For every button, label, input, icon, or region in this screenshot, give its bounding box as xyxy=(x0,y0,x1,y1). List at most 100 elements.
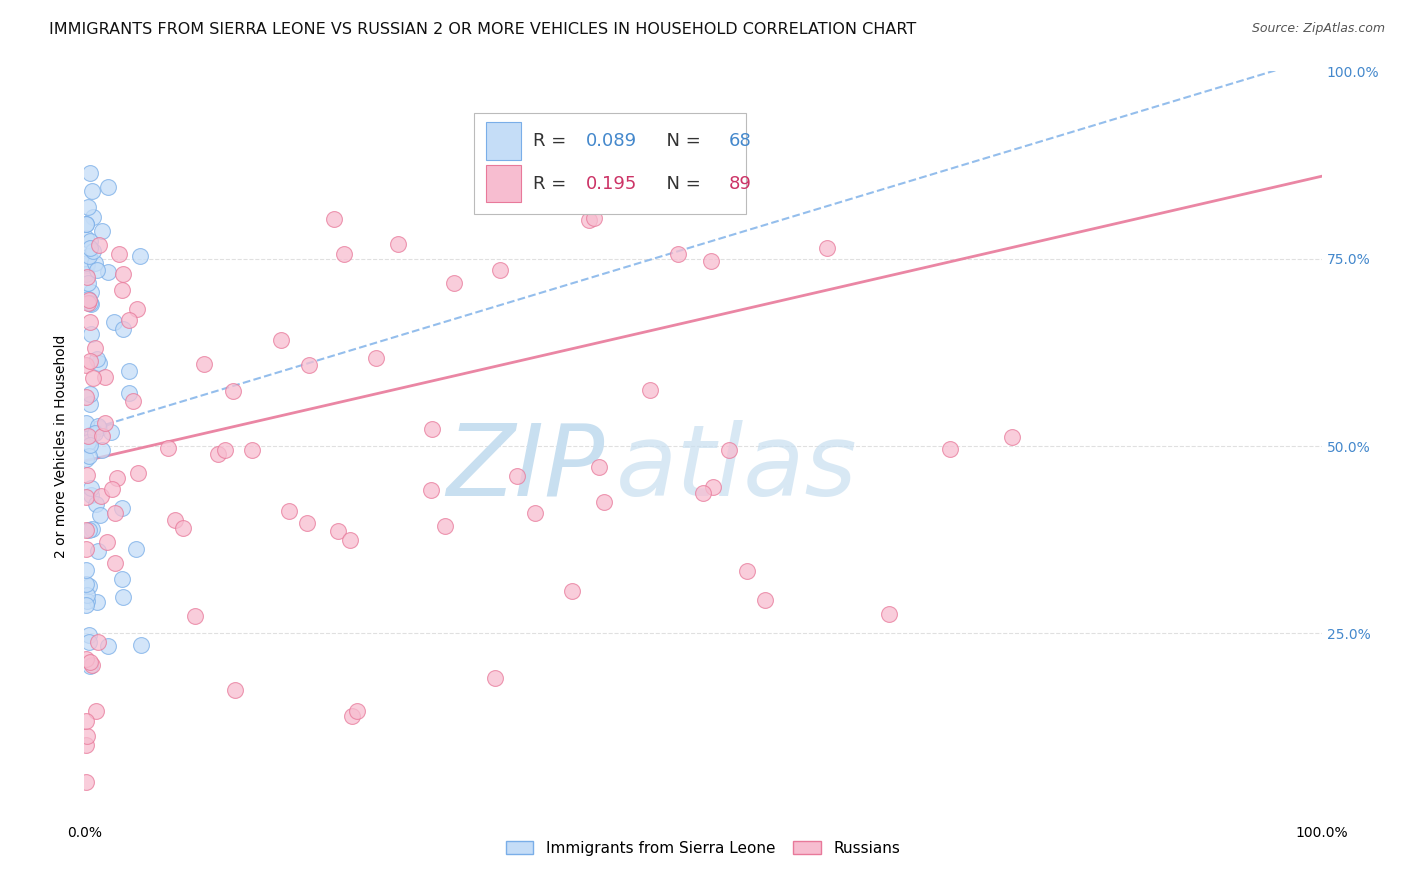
Point xyxy=(80,327,103,342)
Point xyxy=(79,659,101,673)
Point xyxy=(583,211,606,225)
Point xyxy=(112,591,135,605)
Point xyxy=(111,500,134,515)
Bar xyxy=(486,122,522,160)
Point xyxy=(91,224,114,238)
Point xyxy=(77,449,100,463)
Y-axis label: 2 or more Vehicles in Household: 2 or more Vehicles in Household xyxy=(55,334,69,558)
Point xyxy=(79,656,101,670)
Point xyxy=(80,285,103,299)
Point xyxy=(295,516,318,531)
Point xyxy=(270,333,292,347)
Point xyxy=(104,556,127,570)
Point xyxy=(77,628,100,642)
Point xyxy=(735,564,758,578)
Point xyxy=(76,589,98,603)
Point xyxy=(193,357,215,371)
Text: 89: 89 xyxy=(728,175,752,193)
Point xyxy=(75,358,97,372)
Point xyxy=(520,194,543,209)
Point xyxy=(277,504,299,518)
Point xyxy=(79,234,101,248)
Point xyxy=(332,247,354,261)
Text: 0.089: 0.089 xyxy=(585,132,637,150)
Point xyxy=(699,253,721,268)
Point xyxy=(87,544,110,558)
Text: 0.195: 0.195 xyxy=(585,175,637,193)
Point xyxy=(100,425,122,439)
Point xyxy=(75,775,97,789)
Point xyxy=(75,416,97,430)
Point xyxy=(506,468,529,483)
Point xyxy=(79,438,101,452)
Point xyxy=(339,533,361,547)
Point xyxy=(76,429,98,443)
Point xyxy=(118,364,141,378)
Point xyxy=(815,241,838,255)
Point xyxy=(103,315,125,329)
Text: IMMIGRANTS FROM SIERRA LEONE VS RUSSIAN 2 OR MORE VEHICLES IN HOUSEHOLD CORRELAT: IMMIGRANTS FROM SIERRA LEONE VS RUSSIAN … xyxy=(49,22,917,37)
Point xyxy=(77,249,100,263)
Point xyxy=(86,263,108,277)
Point xyxy=(87,356,110,370)
Point xyxy=(322,211,344,226)
Point xyxy=(80,522,103,536)
Point xyxy=(346,704,368,718)
Point xyxy=(111,268,134,282)
Point xyxy=(939,442,962,456)
Point xyxy=(89,421,111,435)
Point xyxy=(100,483,122,497)
Point xyxy=(214,442,236,457)
Point xyxy=(1001,430,1024,444)
Text: N =: N = xyxy=(655,175,706,193)
Point xyxy=(82,184,104,198)
Point xyxy=(75,563,97,577)
Point xyxy=(75,714,97,729)
Point xyxy=(79,241,101,255)
Point xyxy=(84,704,107,718)
Point xyxy=(443,276,465,290)
Point xyxy=(877,607,900,622)
Point xyxy=(128,249,150,263)
Point xyxy=(224,682,246,697)
Point xyxy=(97,640,120,654)
Point xyxy=(561,583,583,598)
Point xyxy=(77,635,100,649)
Point xyxy=(86,595,108,609)
Point xyxy=(90,428,112,442)
Point xyxy=(80,481,103,495)
Point xyxy=(524,506,547,520)
Point xyxy=(79,166,101,180)
Point xyxy=(489,262,512,277)
Text: N =: N = xyxy=(655,132,706,150)
Point xyxy=(666,247,689,261)
Point xyxy=(118,313,141,327)
Text: atlas: atlas xyxy=(616,420,858,517)
Point xyxy=(89,508,111,523)
Point xyxy=(588,459,610,474)
Point xyxy=(77,292,100,306)
Point xyxy=(593,495,616,509)
Point xyxy=(80,426,103,441)
Point xyxy=(90,489,112,503)
Point xyxy=(118,385,141,400)
Point xyxy=(76,434,98,449)
Point xyxy=(702,480,724,494)
Point xyxy=(297,358,319,372)
Point xyxy=(79,354,101,368)
Point xyxy=(387,236,409,251)
Point xyxy=(75,390,97,404)
Point xyxy=(75,231,97,245)
Point xyxy=(326,524,349,539)
Point xyxy=(76,467,98,482)
Point xyxy=(76,276,98,290)
Point xyxy=(125,301,148,316)
Point xyxy=(79,296,101,310)
Point xyxy=(93,370,115,384)
Point xyxy=(420,422,443,436)
Point xyxy=(76,729,98,743)
Point xyxy=(76,258,98,272)
Point xyxy=(75,452,97,467)
Text: R =: R = xyxy=(533,175,572,193)
Legend: Immigrants from Sierra Leone, Russians: Immigrants from Sierra Leone, Russians xyxy=(499,834,907,862)
